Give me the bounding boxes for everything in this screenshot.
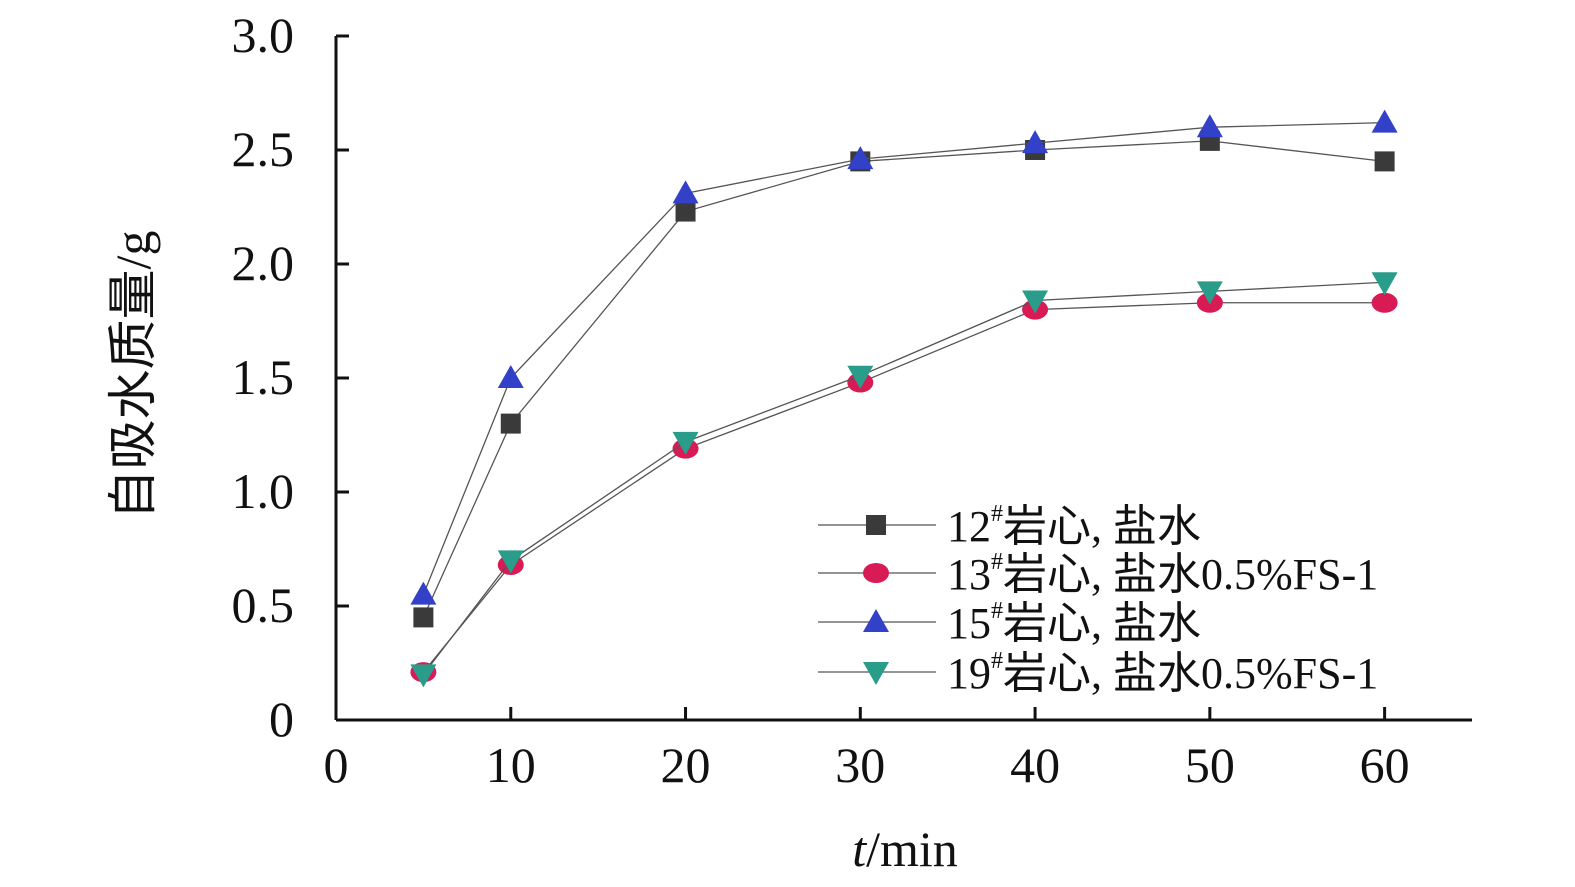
legend-label-text: 岩心, 盐水0.5%FS-1: [1003, 550, 1378, 599]
legend-marker: [863, 662, 889, 685]
data-point: [413, 607, 434, 628]
y-tick-label: 1.5: [232, 349, 295, 405]
legend-label-superscript: #: [991, 648, 1003, 674]
data-point: [1374, 151, 1395, 172]
legend-label-superscript: #: [991, 598, 1003, 624]
legend-label: 12#岩心, 盐水: [947, 501, 1201, 551]
data-point: [410, 581, 437, 605]
data-point: [1022, 290, 1049, 314]
series-2: [410, 292, 1398, 683]
y-tick-label: 0.5: [232, 577, 295, 633]
legend-label-number: 12: [947, 502, 991, 551]
y-axis-title: 自吸水质量/g: [105, 231, 161, 520]
series-line: [422, 121, 1385, 595]
series-layer: [410, 109, 1398, 688]
data-point: [847, 365, 874, 389]
data-point: [1196, 114, 1223, 138]
legend-marker: [863, 609, 889, 632]
series-4: [410, 272, 1398, 688]
data-point: [1022, 130, 1049, 154]
legend-label-text: 岩心, 盐水: [1003, 599, 1201, 648]
legend-item: 13#岩心, 盐水0.5%FS-1: [818, 549, 1378, 599]
data-point: [410, 664, 437, 688]
y-tick-label: 2.0: [232, 235, 295, 291]
legend-marker: [863, 563, 889, 583]
x-ticks: 0 10 20 30 40 50 60: [324, 707, 1410, 793]
x-tick-label: 60: [1360, 737, 1410, 793]
data-point: [1371, 292, 1398, 313]
y-tick-label: 0: [269, 691, 294, 747]
data-point: [847, 146, 874, 170]
series-3: [410, 109, 1398, 605]
x-tick-label: 50: [1185, 737, 1235, 793]
x-axis-title: t/min: [852, 821, 958, 877]
data-point: [675, 201, 696, 222]
y-tick-label: 1.0: [232, 463, 295, 519]
legend-item: 15#岩心, 盐水: [818, 598, 1201, 648]
data-point: [1196, 281, 1223, 305]
x-tick-label: 30: [835, 737, 885, 793]
series-line: [422, 140, 1385, 618]
data-point: [672, 180, 699, 204]
data-point: [1371, 109, 1398, 133]
y-tick-label: 3.0: [232, 7, 295, 63]
x-tick-label: 0: [324, 737, 349, 793]
x-tick-label: 40: [1010, 737, 1060, 793]
x-tick-label: 20: [661, 737, 711, 793]
legend-marker: [866, 515, 886, 535]
legend-item: 19#岩心, 盐水0.5%FS-1: [818, 648, 1378, 698]
x-axis-title-italic: t: [852, 821, 867, 877]
data-point: [497, 550, 524, 574]
legend-label-number: 13: [947, 550, 991, 599]
legend-item: 12#岩心, 盐水: [818, 501, 1201, 551]
data-point: [672, 431, 699, 455]
y-tick-label: 2.5: [232, 121, 295, 177]
data-point: [500, 413, 521, 434]
series-line: [422, 281, 1385, 675]
legend-label: 15#岩心, 盐水: [947, 598, 1201, 648]
data-point: [1371, 272, 1398, 296]
legend-label-superscript: #: [991, 501, 1003, 527]
legend-label: 13#岩心, 盐水0.5%FS-1: [947, 549, 1378, 599]
legend-label: 19#岩心, 盐水0.5%FS-1: [947, 648, 1378, 698]
y-ticks: 0 0.5 1.0 1.5 2.0 2.5 3.0: [232, 7, 349, 747]
data-point: [497, 365, 524, 388]
legend-label-text: 岩心, 盐水: [1003, 502, 1201, 551]
legend-label-text: 岩心, 盐水0.5%FS-1: [1003, 649, 1378, 698]
legend-label-number: 15: [947, 599, 991, 648]
x-tick-label: 10: [486, 737, 536, 793]
legend-label-superscript: #: [991, 549, 1003, 575]
x-axis-title-rest: /min: [866, 821, 958, 877]
series-line: [422, 302, 1385, 673]
legend-label-number: 19: [947, 649, 991, 698]
